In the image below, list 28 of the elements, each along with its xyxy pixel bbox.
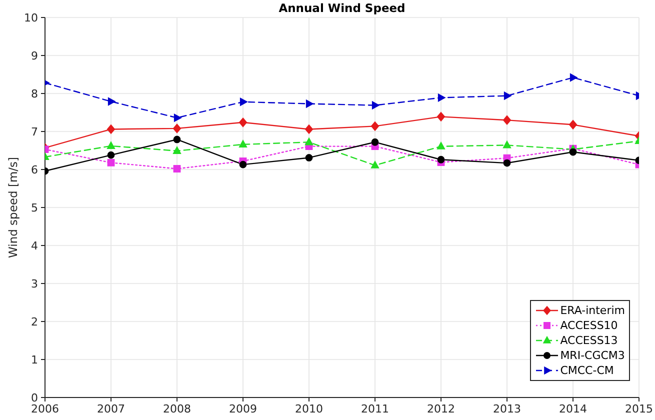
x-tick-label: 2010 <box>295 402 323 416</box>
y-tick-label: 6 <box>31 163 38 176</box>
y-axis-title: Wind speed [m/s] <box>6 157 20 258</box>
chart-title: Annual Wind Speed <box>278 1 406 15</box>
x-tick-label: 2009 <box>229 402 257 416</box>
legend-label: MRI-CGCM3 <box>560 348 625 362</box>
x-tick-label: 2013 <box>493 402 521 416</box>
y-tick-label: 2 <box>31 315 38 328</box>
x-tick-label: 2007 <box>97 402 125 416</box>
y-tick-label: 8 <box>31 87 38 100</box>
y-tick-label: 5 <box>31 201 38 214</box>
x-tick-label: 2012 <box>427 402 455 416</box>
y-tick-label: 0 <box>31 391 38 404</box>
legend-label: ACCESS13 <box>560 332 618 348</box>
legend-label: CMCC-CM <box>560 362 614 378</box>
x-tick-label: 2008 <box>163 402 191 416</box>
y-tick-label: 1 <box>31 353 38 366</box>
x-tick-label: 2015 <box>625 402 653 416</box>
legend-label: ACCESS10 <box>560 318 618 332</box>
y-tick-label: 4 <box>31 239 38 252</box>
y-tick-label: 3 <box>31 277 38 290</box>
x-tick-label: 2014 <box>559 402 587 416</box>
y-tick-label: 7 <box>31 125 38 138</box>
y-tick-label: 10 <box>24 11 38 24</box>
x-tick-label: 2006 <box>31 402 59 416</box>
y-tick-label: 9 <box>31 49 38 62</box>
legend-label: ERA-interim <box>560 302 625 318</box>
x-tick-label: 2011 <box>361 402 389 416</box>
